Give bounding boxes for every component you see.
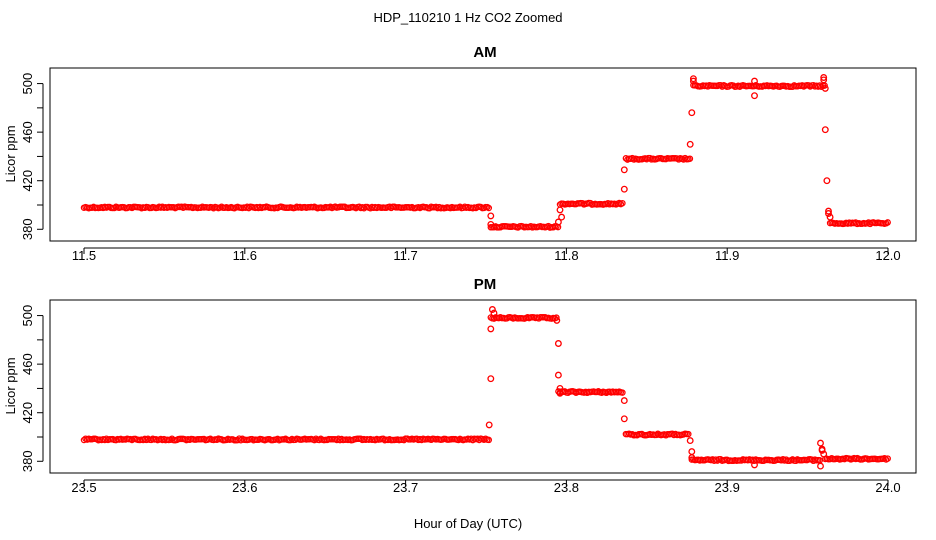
data-point — [485, 421, 493, 429]
data-point — [487, 220, 495, 228]
x-tick-label: 23.9 — [715, 480, 740, 495]
data-point — [820, 450, 828, 458]
panel-pm-title: PM — [474, 276, 497, 293]
x-tick-label: 11.8 — [554, 248, 578, 263]
data-point — [823, 177, 831, 185]
data-point — [553, 314, 560, 321]
data-point — [485, 436, 493, 444]
data-point — [490, 309, 498, 317]
x-tick-label: 11.9 — [715, 248, 739, 263]
data-point — [556, 384, 564, 392]
panel-am-marks — [80, 74, 891, 231]
data-point — [820, 76, 828, 84]
y-tick-label: 500 — [20, 305, 35, 327]
x-axis-label: Hour of Day (UTC) — [414, 516, 522, 531]
x-tick-label: 11.5 — [72, 248, 96, 263]
data-point — [619, 199, 626, 207]
x-tick-label: 23.8 — [554, 480, 579, 495]
data-point — [558, 213, 566, 221]
data-point — [751, 77, 758, 85]
data-point — [553, 316, 561, 324]
panel-am-title: AM — [473, 44, 496, 61]
data-point — [817, 462, 824, 470]
data-point — [620, 397, 628, 405]
data-point — [686, 140, 694, 148]
data-point — [556, 389, 564, 397]
data-point — [818, 446, 826, 454]
x-tick-label: 23.6 — [232, 480, 257, 495]
data-point — [884, 219, 891, 226]
data-point — [686, 155, 694, 162]
y-tick-label: 380 — [20, 218, 35, 240]
x-tick-label: 12.0 — [875, 248, 900, 263]
panel-am-axes: 11.5 11.6 11.7 11.8 11.9 12.0 380 420 460 500 — [20, 73, 901, 263]
data-point — [689, 75, 697, 83]
data-point — [881, 454, 888, 462]
x-tick-label: 24.0 — [875, 480, 900, 495]
data-point — [620, 415, 628, 423]
data-point — [817, 439, 824, 447]
x-tick-label: 11.6 — [233, 248, 257, 263]
chart-title: HDP_110210 1 Hz CO2 Zoomed — [373, 10, 562, 25]
data-point — [556, 206, 564, 214]
data-point — [620, 185, 628, 193]
x-tick-label: 23.5 — [71, 480, 96, 495]
data-point — [689, 77, 697, 85]
data-point — [751, 92, 758, 100]
panel-pm-marks — [80, 306, 891, 470]
panel-pm-axes: 23.5 23.6 23.7 23.8 23.9 24.0 380 420 460 500 — [20, 305, 901, 495]
panel-pm-ylabel: Licor ppm — [3, 357, 18, 414]
data-point — [485, 204, 493, 212]
data-point — [620, 166, 628, 174]
panel-pm-plot-frame — [49, 299, 917, 474]
data-point — [825, 207, 832, 215]
data-point — [619, 389, 626, 396]
data-point — [821, 126, 829, 134]
data-point — [820, 74, 828, 81]
data-point — [488, 306, 496, 313]
panel-am-ylabel: Licor ppm — [3, 125, 18, 182]
panel-am: AM Licor ppm 11.5 11.6 11.7 11.8 11.9 12.0 380… — [3, 44, 917, 263]
y-tick-label: 500 — [20, 73, 35, 95]
data-point — [688, 109, 696, 117]
y-tick-label: 420 — [20, 170, 35, 192]
data-point — [751, 461, 758, 469]
panel-am-plot-frame — [49, 67, 917, 242]
data-point — [487, 325, 495, 333]
y-tick-label: 460 — [20, 121, 35, 143]
data-point — [686, 437, 694, 445]
data-point — [825, 210, 832, 217]
panel-pm: PM Licor ppm 23.5 23.6 23.7 23.8 23.9 24.0 380… — [3, 276, 917, 495]
data-point — [826, 213, 834, 221]
data-point — [884, 455, 891, 462]
y-tick-label: 460 — [20, 353, 35, 375]
data-point — [487, 212, 495, 220]
data-point — [554, 371, 562, 379]
data-point — [487, 375, 495, 383]
data-point — [685, 430, 692, 438]
data-point — [821, 84, 829, 92]
x-tick-label: 23.7 — [393, 480, 418, 495]
y-tick-label: 420 — [20, 402, 35, 424]
data-point — [688, 448, 696, 456]
data-point — [554, 218, 562, 226]
x-tick-label: 11.7 — [393, 248, 417, 263]
y-tick-label: 380 — [20, 450, 35, 472]
data-point — [554, 340, 562, 347]
data-point — [688, 454, 696, 462]
